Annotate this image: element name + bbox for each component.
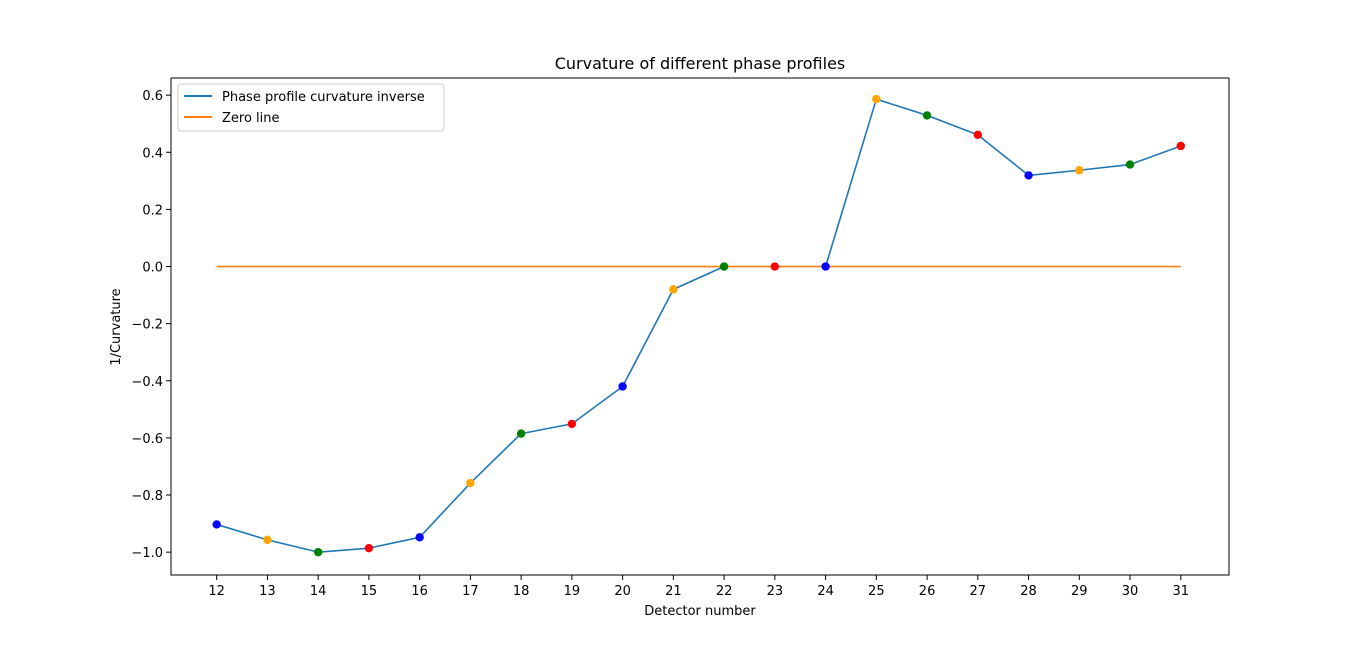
y-tick-label-2: 0.2 xyxy=(142,203,163,218)
x-tick-label-31: 31 xyxy=(1173,584,1190,599)
data-point-15 xyxy=(364,543,374,553)
y-tick-label-8: −1.0 xyxy=(131,546,163,561)
x-tick-label-22: 22 xyxy=(716,584,733,599)
data-point-25 xyxy=(872,94,881,104)
axes-frame xyxy=(170,77,1230,576)
x-tick-label-27: 27 xyxy=(970,584,987,599)
data-point-29 xyxy=(1075,166,1084,175)
x-tick-label-20: 20 xyxy=(614,584,631,599)
data-point-27 xyxy=(973,130,983,140)
y-tick-label-1: 0.4 xyxy=(142,146,163,161)
x-tick-label-24: 24 xyxy=(817,584,834,599)
chart-title: Curvature of different phase profiles xyxy=(555,54,846,73)
x-tick-label-17: 17 xyxy=(462,584,479,599)
data-point-31 xyxy=(1176,141,1185,151)
data-point-30 xyxy=(1125,160,1135,169)
data-point-20 xyxy=(618,382,627,391)
legend-label-curvature: Phase profile curvature inverse xyxy=(222,90,425,105)
x-tick-label-12: 12 xyxy=(208,584,225,599)
y-tick-label-0: 0.6 xyxy=(142,89,163,104)
y-tick-label-3: 0.0 xyxy=(142,261,163,276)
x-tick-label-18: 18 xyxy=(513,584,530,599)
y-axis-label: 1/Curvature xyxy=(109,288,124,365)
data-point-12 xyxy=(212,520,221,529)
x-tick-label-29: 29 xyxy=(1071,584,1088,599)
x-tick-label-15: 15 xyxy=(361,584,378,599)
x-tick-label-14: 14 xyxy=(310,584,327,599)
data-point-24 xyxy=(821,262,830,271)
x-tick-label-28: 28 xyxy=(1020,584,1037,599)
x-tick-label-30: 30 xyxy=(1122,584,1139,599)
y-tick-label-5: −0.4 xyxy=(131,375,163,390)
x-tick-label-26: 26 xyxy=(919,584,936,599)
data-point-13 xyxy=(263,535,272,545)
series-line-1 xyxy=(824,98,1182,267)
data-point-22 xyxy=(719,262,729,271)
y-tick-label-6: −0.6 xyxy=(131,432,163,447)
x-tick-label-13: 13 xyxy=(259,584,276,599)
data-point-19 xyxy=(567,419,577,429)
legend: Phase profile curvature inverse Zero lin… xyxy=(177,83,445,132)
plot-area xyxy=(212,94,1185,557)
data-point-28 xyxy=(1024,171,1033,180)
x-tick-label-25: 25 xyxy=(868,584,885,599)
x-tick-label-16: 16 xyxy=(411,584,428,599)
y-tick-label-4: −0.2 xyxy=(131,318,163,333)
x-axis-label: Detector number xyxy=(644,604,756,619)
legend-label-zero: Zero line xyxy=(222,111,280,126)
x-tick-label-21: 21 xyxy=(665,584,682,599)
data-point-23 xyxy=(770,262,780,271)
x-tick-label-19: 19 xyxy=(564,584,581,599)
data-point-17 xyxy=(466,478,475,488)
axis-ticks: 12 13 14 15 16 17 18 19 20 21 22 23 24 25 26 27 28 29 30 31… xyxy=(131,89,1189,599)
data-point-18 xyxy=(516,429,526,438)
data-point-14 xyxy=(313,547,323,557)
data-point-16 xyxy=(415,533,424,542)
data-point-26 xyxy=(922,111,932,120)
legend-box xyxy=(177,83,445,132)
data-point-21 xyxy=(669,285,678,294)
y-tick-label-7: −0.8 xyxy=(131,489,163,504)
x-tick-label-23: 23 xyxy=(767,584,784,599)
